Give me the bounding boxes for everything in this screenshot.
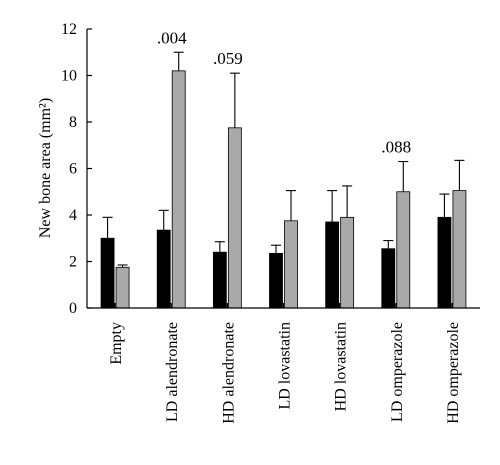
bar	[381, 248, 396, 309]
x-tick-label: LD omperazole	[389, 322, 406, 422]
bar	[171, 70, 186, 309]
bar	[437, 216, 452, 309]
x-tick-label: LD lovastatin	[277, 322, 294, 410]
x-axis: Empty LD alendronate HD alendronate LD lova…	[87, 303, 480, 424]
bar	[100, 237, 115, 309]
x-tick-label: LD alendronate	[164, 322, 181, 422]
plot-area: .004 .059 .088	[100, 28, 467, 309]
y-tick-label: 10	[61, 68, 77, 85]
bar	[156, 229, 171, 309]
x-tick-label: HD alendronate	[220, 322, 237, 424]
y-tick-label: 0	[69, 300, 77, 317]
y-tick-label: 12	[61, 21, 77, 38]
y-axis-title: New bone area (mm²)	[37, 98, 54, 238]
x-tick-label: Empty	[108, 322, 125, 365]
p-value-annotation: .004	[157, 28, 187, 47]
y-tick-label: 4	[69, 207, 77, 224]
bar	[325, 221, 340, 309]
bar	[212, 251, 227, 309]
bar	[396, 191, 411, 309]
bar	[452, 190, 467, 309]
bar	[340, 216, 355, 309]
y-tick-label: 8	[69, 114, 77, 131]
x-tick-label: HD lovastatin	[333, 322, 350, 411]
bar	[284, 220, 298, 309]
bar	[269, 252, 283, 309]
p-value-annotation: .059	[213, 49, 243, 68]
bar	[115, 266, 130, 309]
y-tick-label: 2	[69, 254, 77, 271]
p-value-annotation: .088	[381, 138, 411, 157]
y-axis: 0 2 4 6 8 10 12	[61, 21, 92, 317]
bar	[227, 127, 242, 309]
x-tick-label: HD omperazole	[445, 322, 462, 424]
y-tick-label: 6	[69, 161, 77, 178]
